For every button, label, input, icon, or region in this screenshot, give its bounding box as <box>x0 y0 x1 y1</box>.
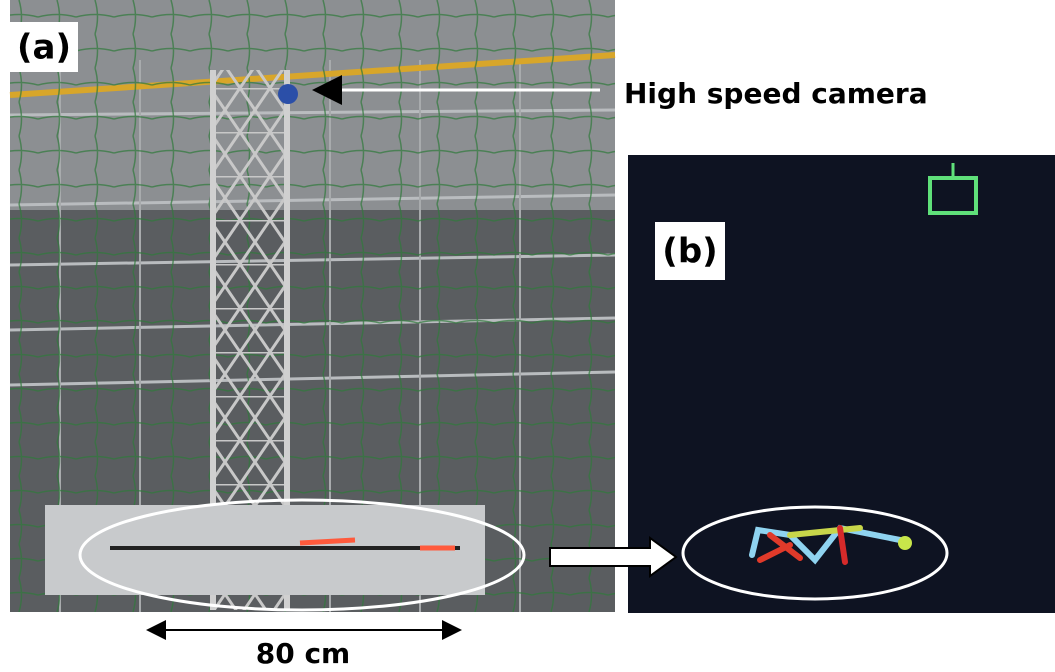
camera-annotation: High speed camera <box>624 77 928 110</box>
scale-label: 80 cm <box>256 637 351 670</box>
figure: (a) High speed camera (b) 80 cm <box>0 0 1055 672</box>
photo-b: (b) <box>628 155 1055 613</box>
panel-label: (b) <box>662 232 717 272</box>
panel-label: (a) <box>17 28 71 68</box>
photo-a: (a) <box>10 0 615 612</box>
